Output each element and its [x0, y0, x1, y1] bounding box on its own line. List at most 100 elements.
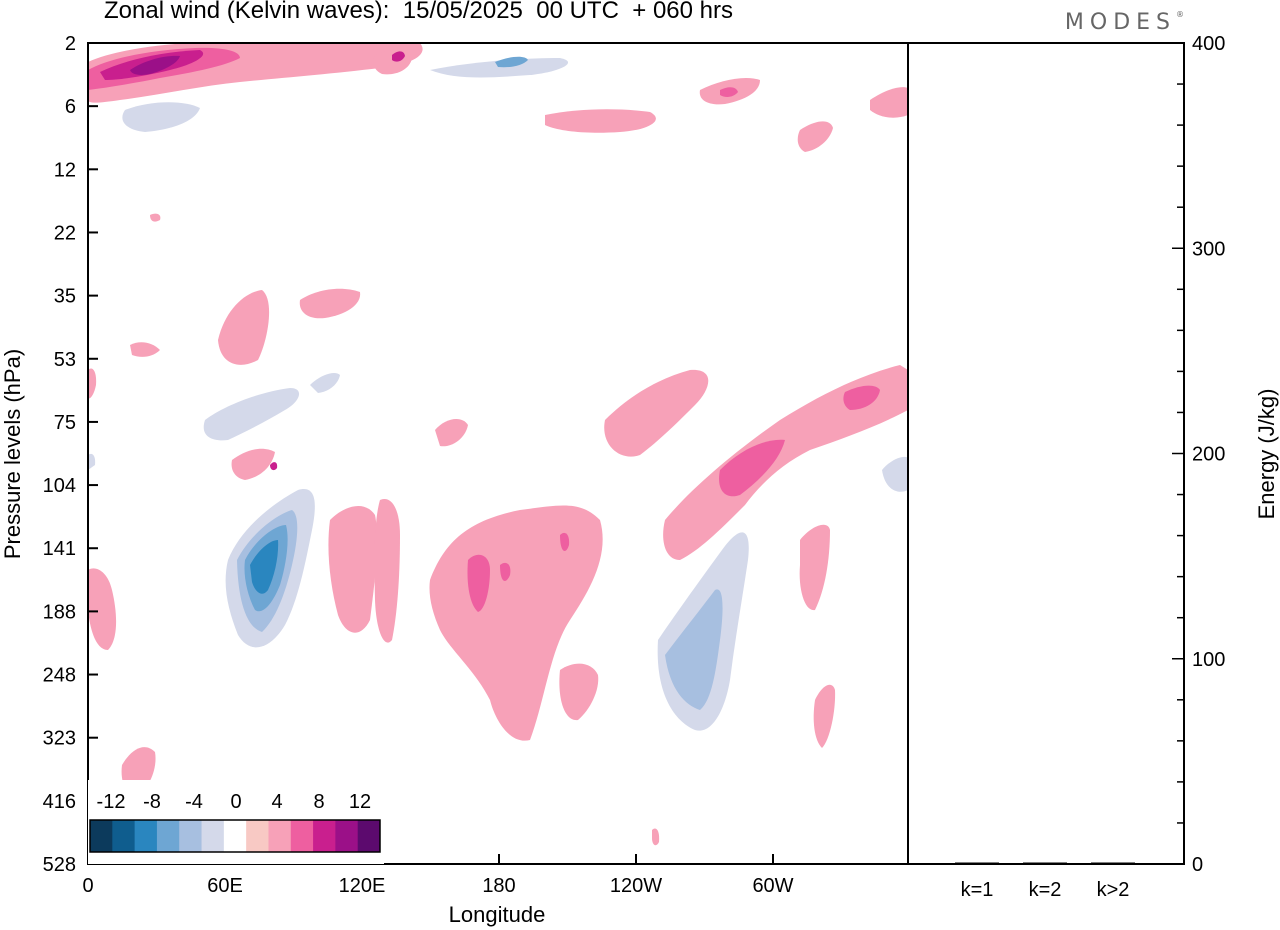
contour-region: [559, 663, 599, 721]
brand-logo: MODES®: [1065, 10, 1184, 35]
contour-region: [545, 109, 656, 133]
energy-axis-title: Energy (J/kg): [1254, 389, 1279, 520]
contour-region: [203, 388, 300, 441]
colorbar-swatch: [246, 820, 269, 852]
colorbar-frame: [89, 819, 381, 853]
contour-region: [299, 288, 361, 319]
colorbar-label: -8: [143, 791, 161, 813]
y-tick-label: 528: [43, 854, 76, 876]
chart-title: Zonal wind (Kelvin waves): 15/05/2025 00…: [104, 0, 733, 24]
y-tick-label: 35: [54, 286, 76, 308]
contour-region: [130, 342, 160, 357]
energy-bar: [1091, 862, 1135, 864]
contour-region: [130, 55, 180, 75]
x-tick-label: 60W: [752, 875, 793, 897]
energy-axis: 0 100 200 300 400: [1172, 33, 1225, 876]
colorbar-label: 0: [230, 791, 241, 813]
contour-field: [88, 43, 908, 846]
contour-region: [495, 56, 528, 68]
bar-category-label: k=2: [1029, 879, 1062, 901]
y-tick-label: 22: [54, 222, 76, 244]
contour-region: [374, 499, 400, 643]
contour-region: [310, 373, 340, 393]
contour-region: [467, 554, 490, 612]
contour-region: [150, 213, 161, 222]
energy-tick-label: 400: [1192, 33, 1225, 55]
colorbar-label: 4: [271, 791, 282, 813]
colorbar-label: 12: [349, 791, 371, 813]
energy-panel-frame: [907, 42, 1185, 865]
contour-region: [665, 589, 723, 710]
colorbar-swatch: [313, 820, 336, 852]
energy-bars: k=1 k=2 k>2: [955, 862, 1135, 901]
colorbar-swatch: [90, 820, 113, 852]
contour-region: [843, 385, 880, 410]
contour-region: [392, 51, 405, 62]
contour-region: [122, 102, 200, 132]
x-tick-label: 120W: [610, 875, 662, 897]
colorbar-swatch: [179, 820, 203, 852]
colorbar-swatch: [335, 820, 359, 852]
energy-bar: [955, 862, 999, 864]
y-tick-label: 104: [43, 475, 76, 497]
colorbar-swatch: [134, 820, 158, 852]
y-tick-label: 416: [43, 791, 76, 813]
colorbar-swatch: [156, 820, 180, 852]
y-tick-label: 188: [43, 601, 76, 623]
contour-region: [270, 462, 278, 471]
y-tick-label: 248: [43, 665, 76, 687]
contour-region: [797, 121, 833, 152]
contour-region: [88, 453, 96, 470]
colorbar-swatch: [268, 820, 292, 852]
energy-tick-label: 300: [1192, 238, 1225, 260]
colorbar-label: -4: [185, 791, 203, 813]
y-tick-label: 53: [54, 349, 76, 371]
y-tick-label: 12: [54, 159, 76, 181]
bar-category-label: k=1: [961, 879, 994, 901]
contour-region: [231, 448, 275, 480]
contour-region: [218, 290, 270, 365]
contour-region: [328, 505, 378, 633]
colorbar-swatch: [290, 820, 314, 852]
bar-category-label: k>2: [1097, 879, 1130, 901]
contour-region: [720, 87, 738, 97]
colorbar: -12 -8 -4 0 4 8 12: [88, 780, 384, 864]
x-tick-label: 120E: [339, 875, 386, 897]
y-tick-label: 6: [65, 96, 76, 118]
x-tick-label: 60E: [207, 875, 243, 897]
contour-region: [296, 649, 324, 790]
y-tick-label: 141: [43, 538, 76, 560]
contour-region: [500, 562, 511, 581]
contour-region: [719, 439, 785, 497]
energy-bar: [1023, 862, 1067, 864]
y-axis-title: Pressure levels (hPa): [0, 349, 25, 559]
y-tick-label: 2: [65, 33, 76, 55]
contour-region: [88, 568, 117, 650]
contour-region: [813, 684, 836, 748]
x-axis-title: Longitude: [449, 902, 546, 927]
contour-region: [435, 418, 468, 447]
colorbar-swatch: [223, 820, 247, 852]
contour-region: [870, 87, 908, 118]
registered-mark: ®: [1176, 10, 1184, 19]
colorbar-label: 8: [313, 791, 324, 813]
contour-region: [882, 456, 908, 492]
y-tick-label: 75: [54, 412, 76, 434]
energy-tick-label: 200: [1192, 444, 1225, 466]
contour-region: [250, 540, 279, 594]
contour-region: [857, 745, 902, 802]
x-tick-label: 0: [82, 875, 93, 897]
colorbar-swatch: [357, 820, 381, 852]
contour-region: [88, 368, 97, 399]
contour-region: [799, 524, 830, 611]
contour-region: [663, 365, 908, 560]
brand-text: MODES: [1064, 10, 1176, 35]
colorbar-swatch: [201, 820, 225, 852]
contour-region: [652, 828, 660, 846]
y-tick-label: 323: [43, 728, 76, 750]
x-tick-label: 180: [482, 875, 515, 897]
contour-region: [604, 369, 709, 457]
energy-tick-label: 100: [1192, 649, 1225, 671]
energy-tick-label: 0: [1192, 854, 1203, 876]
